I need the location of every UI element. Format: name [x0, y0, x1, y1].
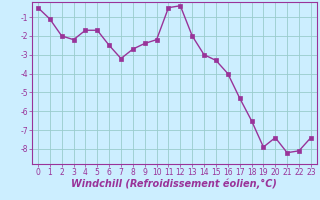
- X-axis label: Windchill (Refroidissement éolien,°C): Windchill (Refroidissement éolien,°C): [71, 179, 277, 189]
